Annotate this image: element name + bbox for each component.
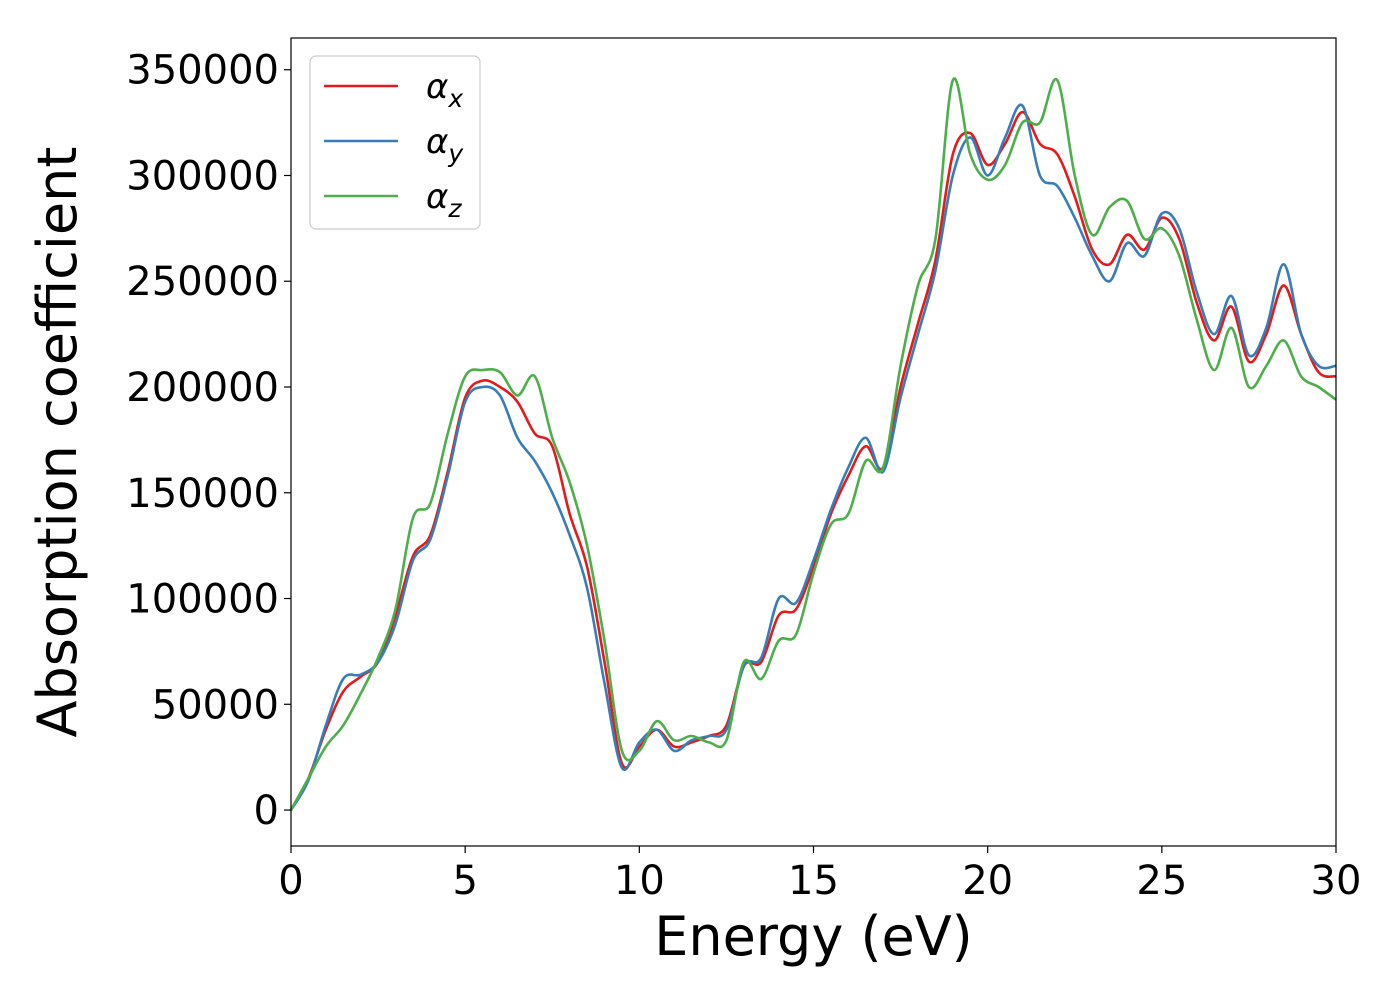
y-tick-label: 200000: [126, 365, 279, 411]
y-tick-label: 0: [254, 788, 279, 834]
series-line-alpha-y: [289, 103, 1337, 811]
x-tick-label: 15: [788, 858, 839, 904]
y-tick-label: 100000: [126, 577, 279, 623]
series-line-alpha-z: [289, 77, 1337, 811]
legend-box: [309, 55, 481, 230]
x-tick-label: 10: [614, 858, 665, 904]
y-axis-title: Absorption coefficient: [26, 147, 89, 738]
y-axis-ticks: 0 50000 100000 150000 200000 250000 300000 3500…: [126, 48, 291, 834]
x-tick-label: 20: [962, 858, 1013, 904]
legend-subscript: z: [447, 194, 462, 223]
series-layer: [289, 77, 1337, 811]
y-tick-label: 250000: [126, 259, 279, 305]
x-axis-ticks: 0 5 10 15 20 25 30: [278, 846, 1361, 904]
x-tick-label: 30: [1311, 858, 1362, 904]
x-axis-title: Energy (eV): [654, 905, 973, 968]
y-tick-label: 50000: [152, 682, 279, 728]
legend-subscript: x: [447, 84, 463, 113]
legend-subscript: y: [447, 139, 464, 168]
x-tick-label: 0: [278, 858, 303, 904]
y-tick-label: 300000: [126, 153, 279, 199]
series-line-alpha-x: [289, 110, 1337, 811]
plot-frame: [290, 37, 1337, 847]
x-tick-label: 25: [1136, 858, 1187, 904]
y-tick-label: 150000: [126, 471, 279, 517]
x-tick-label: 5: [452, 858, 477, 904]
y-tick-label: 350000: [126, 48, 279, 94]
